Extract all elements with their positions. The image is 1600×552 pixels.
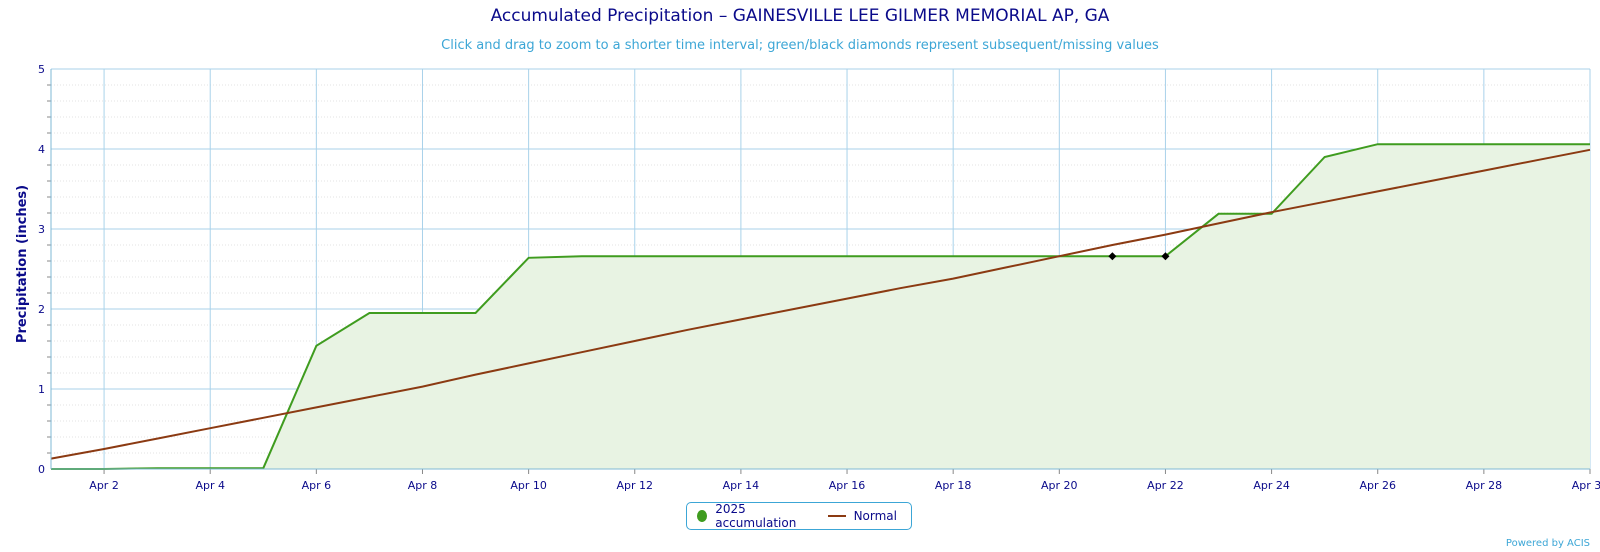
- y-tick-label: 4: [38, 143, 45, 156]
- y-tick-label: 1: [38, 383, 45, 396]
- legend[interactable]: 2025 accumulation Normal: [686, 502, 912, 530]
- x-tick-label: Apr 6: [302, 479, 332, 492]
- precipitation-chart[interactable]: 0 1 2 3 4 5 Apr 2 Apr 4 Apr 6 Apr 8 Apr 10 Apr 12 Ap…: [0, 0, 1600, 500]
- legend-item-normal[interactable]: Normal: [827, 509, 897, 523]
- x-tick-label: Apr 20: [1041, 479, 1078, 492]
- x-tick-label: Apr 18: [935, 479, 972, 492]
- y-tick-label: 3: [38, 223, 45, 236]
- x-tick-label: Apr 28: [1466, 479, 1503, 492]
- x-tick-label: Apr 10: [510, 479, 547, 492]
- chart-subtitle: Click and drag to zoom to a shorter time…: [441, 38, 1159, 53]
- y-axis-label: Precipitation (inches): [15, 185, 30, 343]
- legend-item-accumulation[interactable]: 2025 accumulation: [697, 502, 814, 530]
- x-tick-label: Apr 26: [1359, 479, 1396, 492]
- x-tick-label: Apr 16: [829, 479, 866, 492]
- y-tick-label: 2: [38, 303, 45, 316]
- x-tick-label: Apr 14: [723, 479, 760, 492]
- x-tick-label: Apr 22: [1147, 479, 1184, 492]
- y-tick-label: 5: [38, 63, 45, 76]
- x-tick-label: Apr 30: [1572, 479, 1600, 492]
- x-tick-label: Apr 2: [89, 479, 119, 492]
- x-tick-label: Apr 24: [1253, 479, 1290, 492]
- missing-value-marker: [1161, 252, 1170, 261]
- x-tick-label: Apr 8: [408, 479, 438, 492]
- powered-by-credit[interactable]: Powered by ACIS: [1505, 538, 1590, 549]
- normal-line: [50, 148, 1591, 460]
- x-tick-label: Apr 12: [616, 479, 653, 492]
- legend-line-icon: [827, 515, 846, 517]
- x-tick-label: Apr 4: [195, 479, 225, 492]
- y-tick-label: 0: [38, 463, 45, 476]
- chart-title: Accumulated Precipitation – GAINESVILLE …: [490, 6, 1110, 26]
- legend-dot-icon: [697, 510, 708, 522]
- legend-label-accumulation: 2025 accumulation: [715, 502, 797, 530]
- missing-value-marker: [1108, 252, 1117, 261]
- legend-label-normal: Normal: [853, 509, 897, 523]
- accumulation-line: [51, 143, 1590, 470]
